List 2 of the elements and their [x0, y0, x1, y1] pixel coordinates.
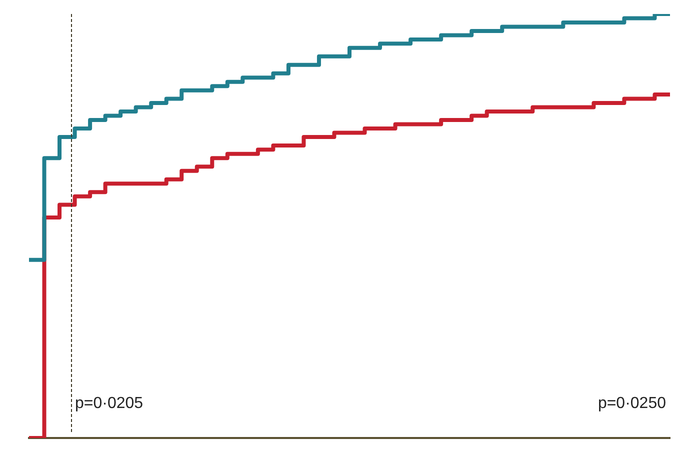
annotation: p=0·0205: [75, 395, 144, 412]
annotation: p=0·0250: [598, 395, 666, 412]
